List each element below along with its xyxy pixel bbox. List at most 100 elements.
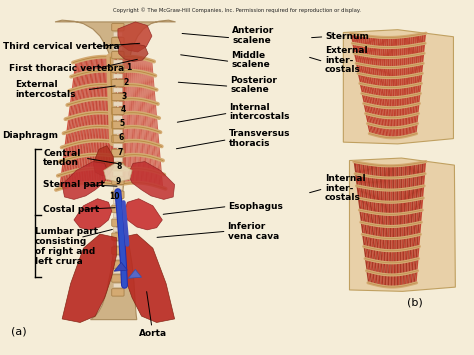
- Polygon shape: [148, 60, 150, 74]
- FancyBboxPatch shape: [113, 144, 123, 148]
- Polygon shape: [413, 86, 416, 94]
- Polygon shape: [411, 273, 413, 284]
- Polygon shape: [367, 248, 370, 259]
- Polygon shape: [402, 202, 404, 213]
- Text: 5: 5: [119, 119, 125, 128]
- Polygon shape: [392, 129, 394, 137]
- Polygon shape: [138, 155, 140, 169]
- Polygon shape: [101, 71, 103, 85]
- Polygon shape: [361, 188, 364, 198]
- FancyBboxPatch shape: [113, 158, 123, 162]
- Polygon shape: [136, 57, 137, 71]
- Polygon shape: [382, 179, 384, 189]
- Polygon shape: [77, 129, 80, 143]
- Polygon shape: [138, 141, 140, 155]
- Polygon shape: [385, 215, 388, 226]
- Polygon shape: [384, 227, 386, 238]
- Polygon shape: [125, 85, 127, 99]
- Polygon shape: [377, 108, 380, 116]
- Polygon shape: [134, 85, 135, 99]
- Polygon shape: [369, 115, 372, 124]
- Polygon shape: [398, 108, 400, 117]
- Polygon shape: [419, 65, 421, 73]
- Polygon shape: [140, 58, 142, 72]
- Polygon shape: [386, 167, 388, 177]
- Polygon shape: [103, 155, 106, 169]
- Polygon shape: [153, 158, 155, 172]
- Polygon shape: [128, 99, 129, 113]
- Polygon shape: [407, 87, 409, 95]
- Polygon shape: [105, 71, 107, 85]
- Polygon shape: [412, 213, 415, 223]
- Polygon shape: [388, 129, 390, 137]
- Polygon shape: [381, 58, 384, 67]
- Polygon shape: [374, 190, 377, 201]
- Polygon shape: [104, 85, 106, 99]
- Polygon shape: [379, 78, 382, 87]
- Polygon shape: [146, 156, 148, 170]
- Polygon shape: [367, 236, 370, 247]
- Polygon shape: [367, 115, 370, 124]
- Polygon shape: [100, 126, 102, 141]
- Polygon shape: [124, 141, 125, 155]
- Polygon shape: [404, 108, 406, 116]
- Polygon shape: [146, 128, 149, 142]
- Polygon shape: [134, 127, 136, 141]
- Polygon shape: [106, 141, 108, 155]
- Polygon shape: [118, 114, 120, 128]
- Polygon shape: [156, 144, 158, 159]
- Polygon shape: [420, 45, 423, 53]
- Polygon shape: [368, 272, 371, 283]
- Polygon shape: [388, 228, 390, 238]
- Polygon shape: [124, 57, 125, 71]
- Polygon shape: [359, 211, 363, 222]
- Polygon shape: [161, 174, 163, 188]
- FancyBboxPatch shape: [112, 219, 124, 226]
- Polygon shape: [88, 141, 91, 155]
- Polygon shape: [158, 173, 161, 187]
- Polygon shape: [396, 251, 398, 262]
- Polygon shape: [68, 131, 71, 146]
- Polygon shape: [394, 203, 396, 214]
- Polygon shape: [393, 69, 396, 77]
- Polygon shape: [343, 30, 454, 144]
- Polygon shape: [408, 97, 410, 105]
- Polygon shape: [389, 89, 391, 97]
- Polygon shape: [364, 66, 367, 75]
- Polygon shape: [134, 155, 135, 169]
- Polygon shape: [97, 99, 99, 113]
- Polygon shape: [369, 77, 373, 85]
- Polygon shape: [145, 142, 147, 156]
- Polygon shape: [69, 158, 72, 172]
- Polygon shape: [74, 88, 77, 103]
- Polygon shape: [87, 141, 89, 155]
- Polygon shape: [419, 75, 422, 83]
- Polygon shape: [365, 177, 368, 187]
- Polygon shape: [410, 106, 413, 115]
- Polygon shape: [389, 228, 392, 238]
- Polygon shape: [397, 48, 400, 56]
- Polygon shape: [123, 113, 125, 127]
- Polygon shape: [121, 155, 123, 170]
- Polygon shape: [414, 236, 417, 247]
- Polygon shape: [372, 126, 375, 135]
- Polygon shape: [101, 127, 103, 141]
- Polygon shape: [414, 212, 417, 223]
- Polygon shape: [128, 85, 129, 99]
- Polygon shape: [98, 57, 100, 71]
- Polygon shape: [99, 154, 101, 169]
- Polygon shape: [400, 68, 401, 76]
- Text: Inferior
vena cava: Inferior vena cava: [228, 222, 279, 241]
- Polygon shape: [362, 235, 365, 246]
- Polygon shape: [133, 99, 135, 113]
- Polygon shape: [353, 35, 356, 43]
- Polygon shape: [106, 85, 108, 99]
- Polygon shape: [398, 275, 400, 286]
- Polygon shape: [384, 38, 387, 47]
- FancyBboxPatch shape: [113, 32, 123, 36]
- Polygon shape: [400, 263, 401, 274]
- FancyBboxPatch shape: [113, 228, 123, 232]
- Polygon shape: [360, 75, 364, 83]
- Polygon shape: [148, 170, 150, 184]
- Polygon shape: [408, 57, 410, 65]
